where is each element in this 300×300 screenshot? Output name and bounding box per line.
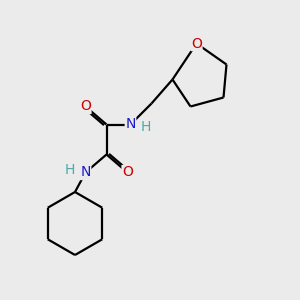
Text: N: N xyxy=(80,166,91,179)
Text: N: N xyxy=(125,118,136,131)
Text: O: O xyxy=(191,37,202,50)
Text: H: H xyxy=(141,120,151,134)
Text: H: H xyxy=(65,163,75,177)
Text: O: O xyxy=(80,100,91,113)
Text: O: O xyxy=(122,166,133,179)
